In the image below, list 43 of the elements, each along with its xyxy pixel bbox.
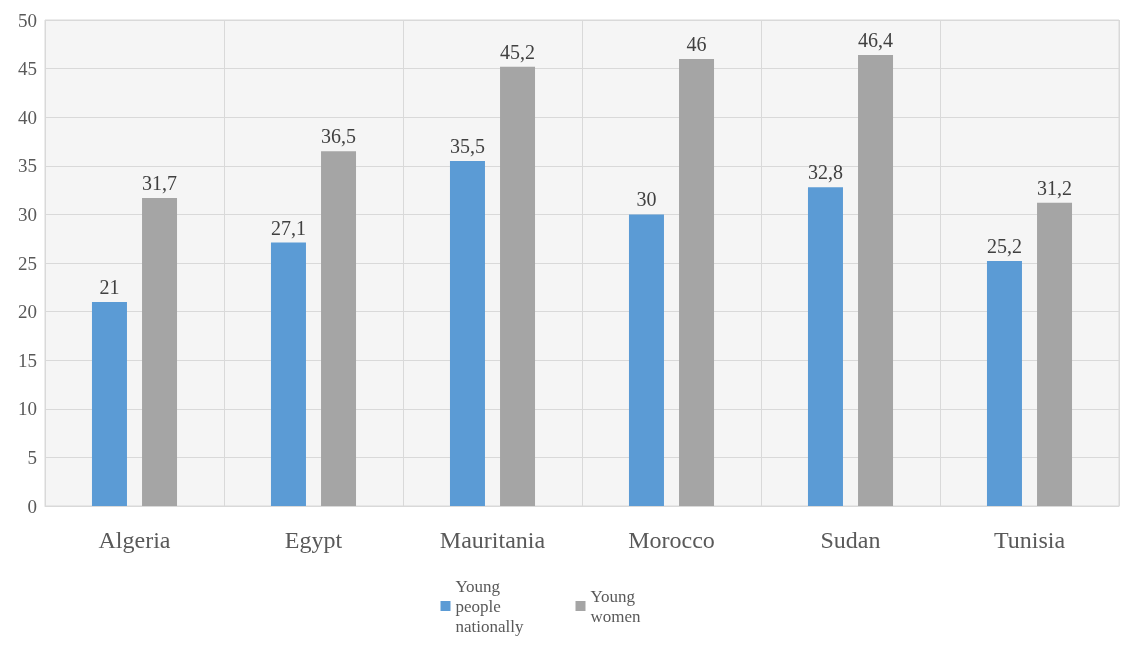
data-label: 25,2 — [986, 235, 1022, 258]
bar — [858, 54, 894, 506]
x-tick-label: Morocco — [628, 527, 715, 553]
data-label: 45,2 — [500, 40, 536, 63]
data-label: 36,5 — [321, 125, 357, 148]
data-label: 46,4 — [858, 28, 894, 51]
data-label: 32,8 — [807, 161, 843, 184]
y-tick-label: 30 — [18, 203, 37, 225]
x-tick-label: Mauritania — [439, 527, 546, 553]
y-tick-label: 40 — [18, 106, 37, 128]
bar — [142, 197, 178, 506]
bar — [270, 242, 306, 506]
y-tick-label: 0 — [27, 495, 37, 517]
data-label: 27,1 — [270, 216, 306, 239]
bar — [449, 160, 485, 506]
legend-label: Young people nationally — [455, 576, 524, 636]
y-tick-label: 15 — [18, 349, 37, 371]
bar — [321, 151, 357, 506]
y-tick-label: 35 — [18, 155, 37, 177]
bar — [986, 261, 1022, 506]
x-tick-label: Egypt — [284, 527, 343, 553]
y-tick-label: 50 — [18, 9, 37, 31]
data-label: 31,2 — [1037, 176, 1073, 199]
bar — [807, 187, 843, 506]
x-tick-label: Algeria — [98, 527, 171, 553]
bar — [1037, 202, 1073, 506]
legend-label: Young women — [590, 586, 642, 626]
y-tick-label: 25 — [18, 252, 37, 274]
bar — [500, 66, 536, 506]
data-label: 35,5 — [449, 134, 485, 157]
data-label: 31,7 — [142, 171, 178, 194]
y-tick-label: 20 — [18, 301, 37, 323]
x-tick-label: Sudan — [820, 527, 881, 553]
data-label: 46 — [686, 32, 707, 55]
bar — [628, 214, 664, 506]
x-tick-label: Tunisia — [993, 527, 1066, 553]
y-tick-label: 45 — [18, 58, 37, 80]
data-label: 30 — [636, 188, 657, 211]
bar — [91, 301, 127, 506]
y-tick-label: 5 — [27, 446, 37, 468]
data-label: 21 — [99, 275, 120, 298]
bar — [679, 58, 715, 506]
y-tick-label: 10 — [18, 398, 37, 420]
